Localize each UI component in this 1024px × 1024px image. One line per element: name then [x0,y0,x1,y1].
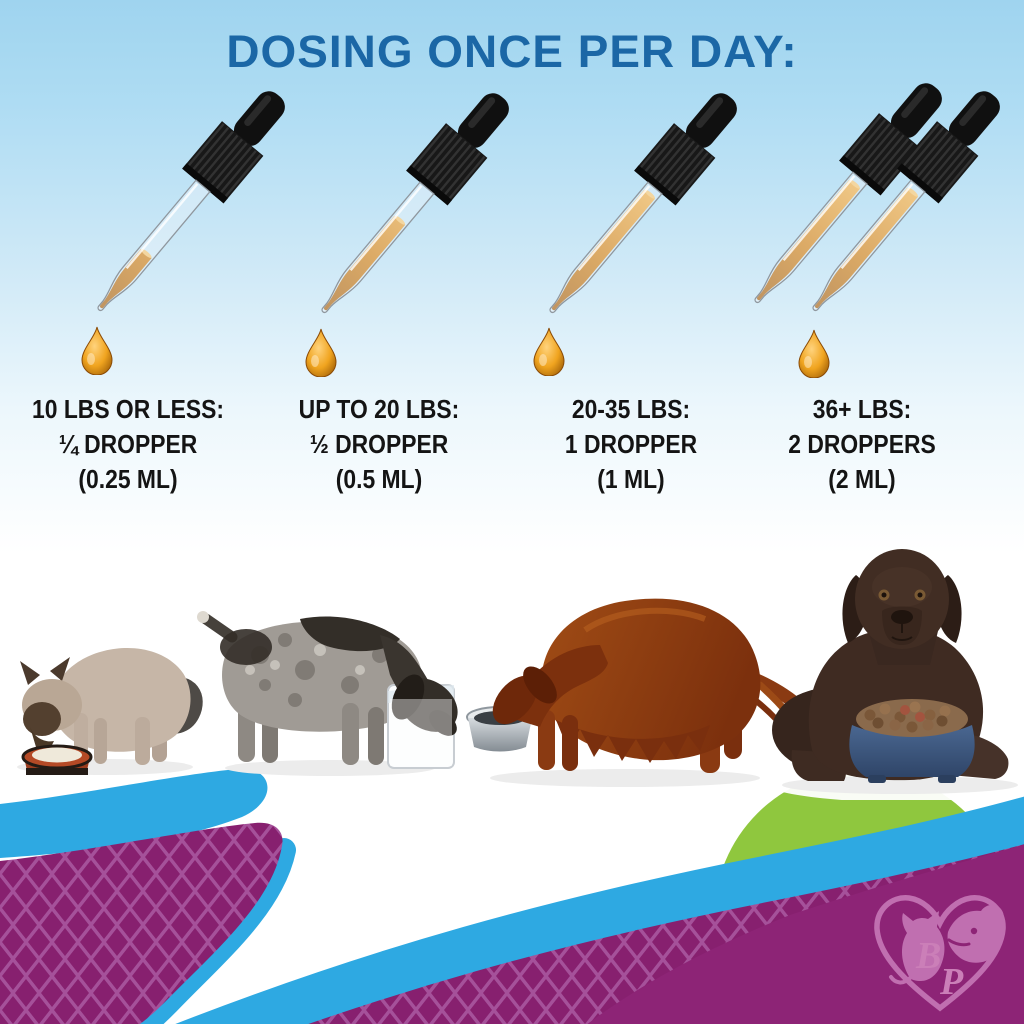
dose-ml-label: (2 ML) [828,464,896,494]
dose-amount-label: 2 DROPPERS [788,429,936,459]
dropper-quarter-fill [92,85,301,329]
chocolate-labrador-with-kibble-bowl [760,549,1024,800]
dropper-half-fill [316,87,525,331]
dose-10lbs-or-less: 10 LBS OR LESS: ¼ DROPPER (0.25 ML) [0,392,268,497]
dose-ml-label: (0.5 ML) [335,464,423,494]
cat-silhouette-icon [889,911,945,985]
dose-weight-label: 20-35 LBS: [571,394,691,424]
dose-weight-label: 10 LBS OR LESS: [32,394,224,424]
blue-wave-band [175,796,1024,1024]
irish-setter-eating-from-steel-bowl [466,598,827,787]
dose-20-35lbs: 20-35 LBS: 1 DROPPER (1 ML) [491,392,771,497]
logo-letter-p: P [939,961,964,1003]
oil-droplet [798,329,830,378]
page-title: DOSING ONCE PER DAY: [226,26,798,77]
dose-ml-label: (0.25 ML) [78,464,178,494]
dose-amount-label: ¼ DROPPER [58,429,198,459]
dose-up-to-20lbs: UP TO 20 LBS: ½ DROPPER (0.5 ML) [239,392,519,497]
oil-droplet [81,326,113,375]
dog-bowl [849,725,975,777]
oil-droplet [305,328,337,377]
dog-silhouette-icon [947,904,1004,963]
dose-amount-label: 1 DROPPER [564,429,698,459]
footer-decoration: B P [0,768,1024,1024]
dose-weight-label: 36+ LBS: [812,394,912,424]
dose-amount-label: ½ DROPPER [309,429,449,459]
pets-photo-band [17,549,1024,800]
dropper-full-fill [544,87,753,331]
magenta-lattice-swoosh [0,822,283,1024]
brand-logo-heart: B P [874,895,1006,1012]
dose-weight-label: UP TO 20 LBS: [298,394,460,424]
cat-drinking-from-bowl [17,647,203,775]
dose-ml-label: (1 ML) [597,464,665,494]
blue-swoosh-left [0,768,268,858]
two-droppers-full-fill [751,79,1016,329]
puppy-drinking-from-water-dispenser [197,611,458,776]
oil-droplet [533,327,565,376]
dose-36plus-lbs: 36+ LBS: 2 DROPPERS (2 ML) [722,392,1002,497]
logo-letter-b: B [915,935,941,977]
